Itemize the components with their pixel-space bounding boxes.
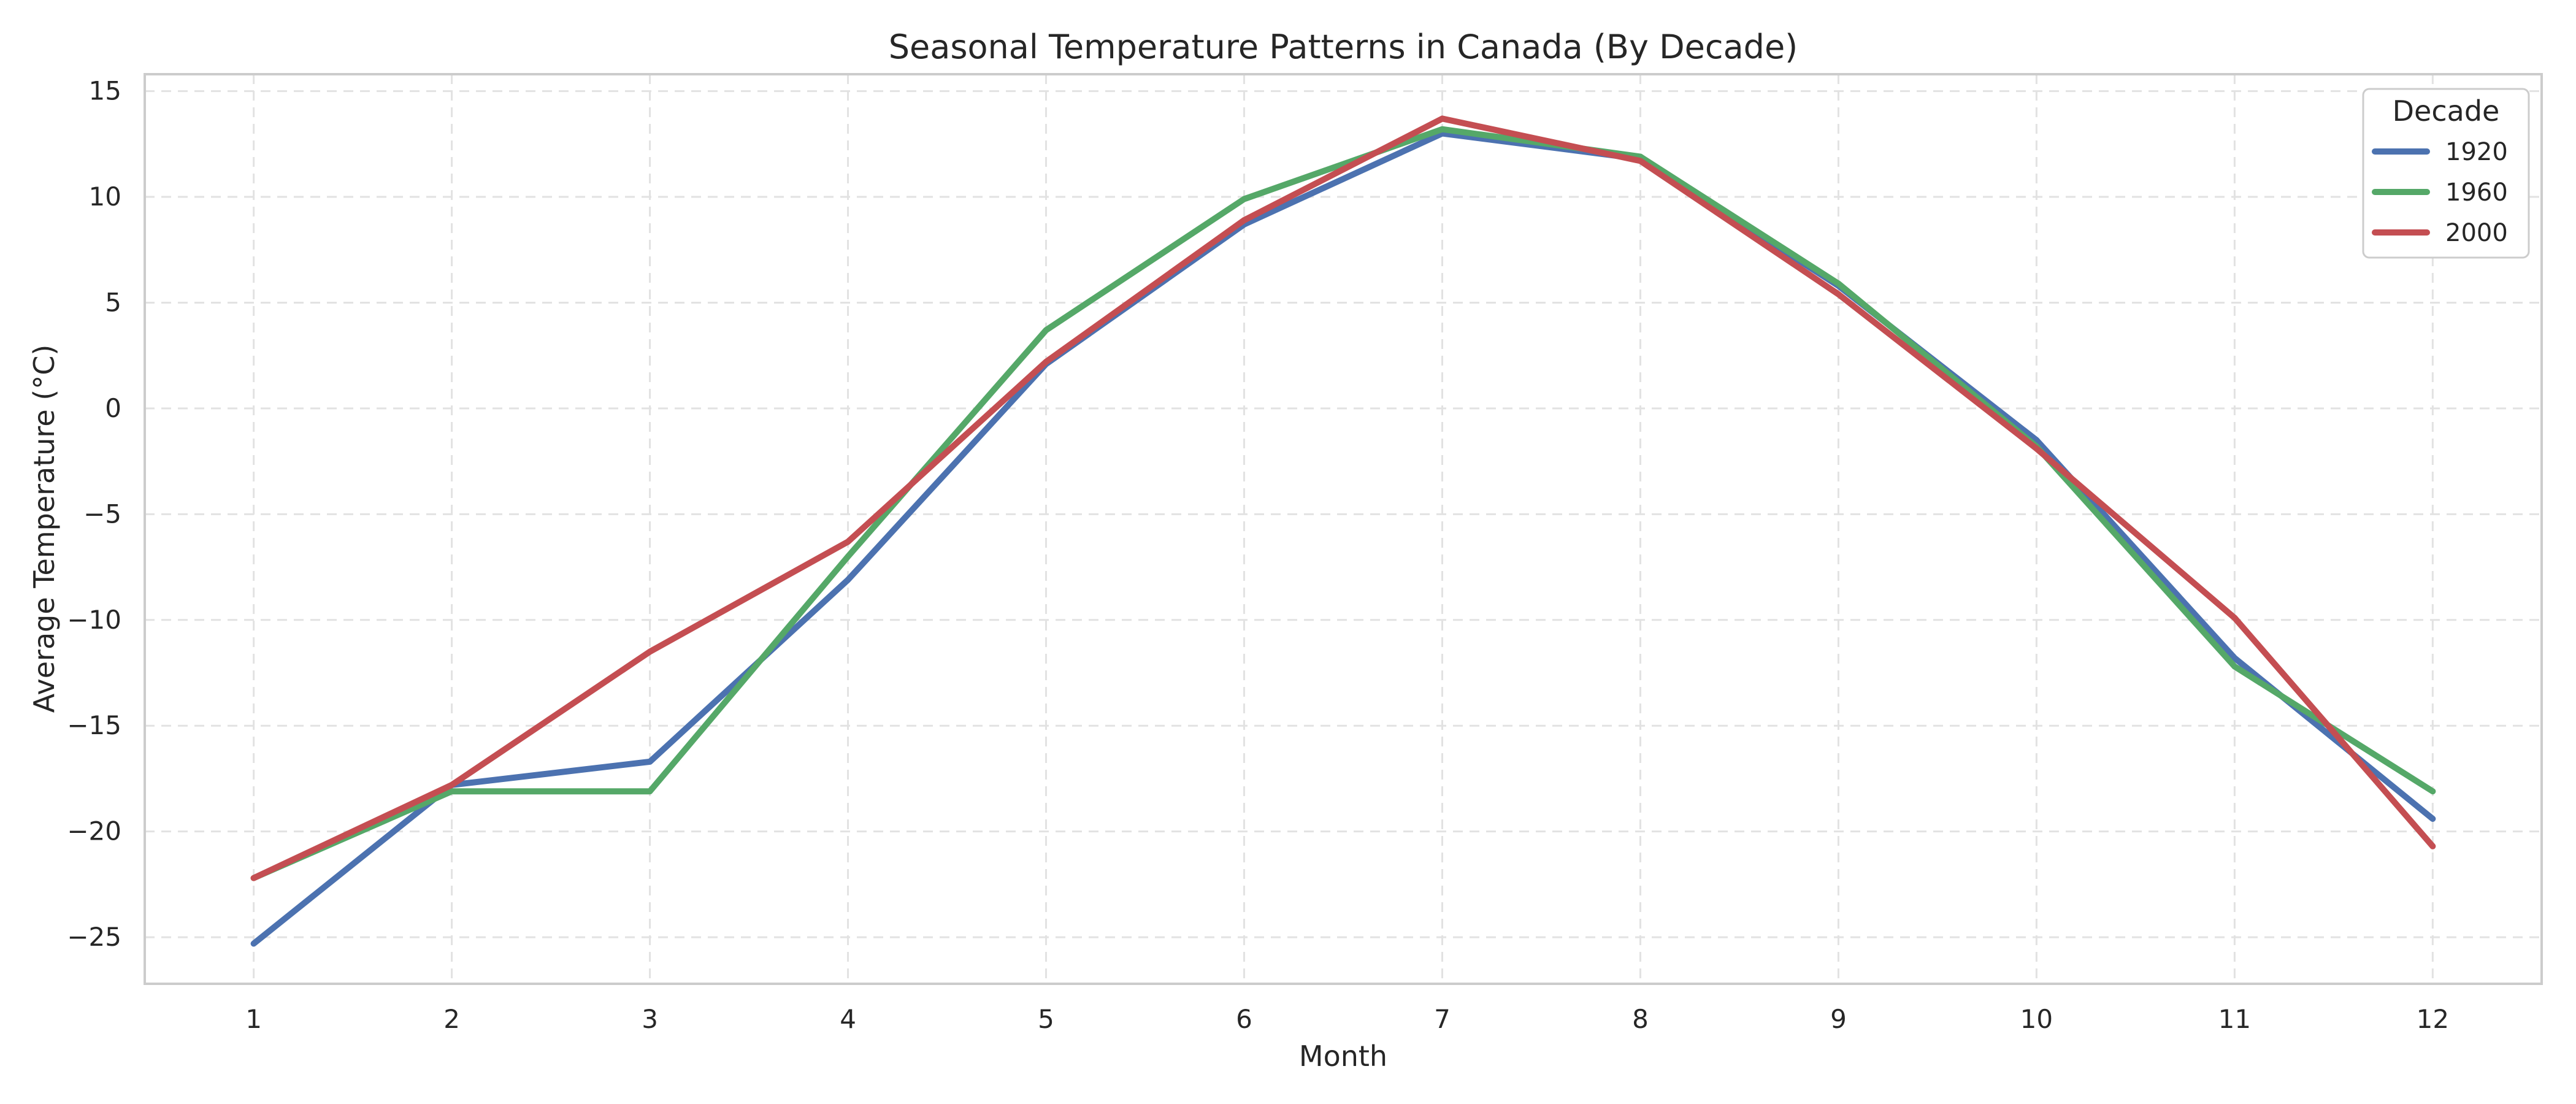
series-line-1960 <box>250 126 2436 881</box>
x-tick-label: 10 <box>2020 1004 2053 1034</box>
x-axis-label: Month <box>1299 1040 1387 1073</box>
plot-frame <box>144 73 2543 985</box>
y-tick-label: −15 <box>67 710 121 740</box>
y-tick-label: −5 <box>83 499 121 529</box>
legend-box <box>2362 88 2530 259</box>
x-tick-label: 9 <box>1830 1004 1847 1034</box>
legend-items: 1920 1960 2000 <box>2372 138 2508 247</box>
x-tick-label: 3 <box>642 1004 658 1034</box>
grid <box>145 74 2542 984</box>
series-lines <box>250 115 2436 947</box>
x-tick-label: 7 <box>1434 1004 1451 1034</box>
x-tick-label: 8 <box>1632 1004 1649 1034</box>
y-tick-label: −25 <box>67 922 121 952</box>
y-tick-label: 0 <box>105 393 121 423</box>
chart-title: Seasonal Temperature Patterns in Canada … <box>889 28 1798 66</box>
legend-item-1920: 1920 <box>2372 138 2508 166</box>
y-tick-labels: −25 −20 −15 −10 −5 0 5 10 15 <box>67 76 121 953</box>
legend-label: 1960 <box>2445 178 2508 207</box>
y-tick-label: 15 <box>89 76 121 106</box>
y-tick-label: −10 <box>67 605 121 635</box>
legend-item-2000: 2000 <box>2372 219 2508 247</box>
x-tick-label: 4 <box>840 1004 856 1034</box>
series-line-2000 <box>250 115 2436 881</box>
x-tick-labels: 1 2 3 4 5 6 7 8 9 10 11 12 <box>245 1004 2449 1034</box>
x-tick-label: 5 <box>1038 1004 1054 1034</box>
x-tick-label: 2 <box>443 1004 460 1034</box>
legend-item-1960: 1960 <box>2372 178 2508 207</box>
x-tick-label: 11 <box>2218 1004 2251 1034</box>
y-tick-label: 10 <box>89 182 121 212</box>
legend-label: 2000 <box>2445 219 2508 247</box>
y-tick-label: −20 <box>67 816 121 846</box>
y-axis-label: Average Temperature (°C) <box>28 345 61 713</box>
legend-title: Decade <box>2393 94 2500 128</box>
x-tick-label: 6 <box>1236 1004 1252 1034</box>
legend: Decade 1920 1960 2000 <box>2362 88 2530 259</box>
x-tick-label: 12 <box>2417 1004 2449 1034</box>
legend-label: 1920 <box>2445 138 2508 166</box>
x-tick-label: 1 <box>245 1004 262 1034</box>
y-tick-label: 5 <box>105 287 121 317</box>
